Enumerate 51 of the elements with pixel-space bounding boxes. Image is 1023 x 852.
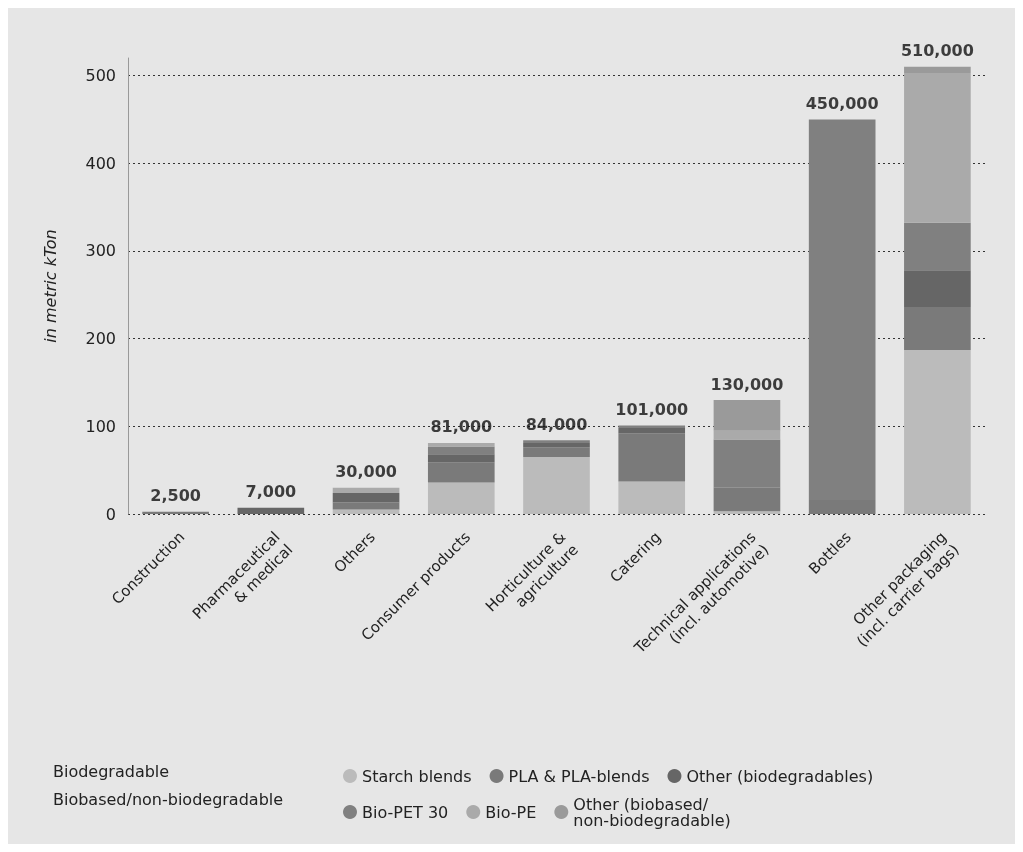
y-tick-label: 300: [85, 241, 116, 261]
total-label: 450,000: [805, 93, 879, 113]
total-label: 130,000: [710, 374, 784, 394]
bar: [523, 442, 590, 448]
bar: [332, 502, 400, 510]
y-axis-title: in metric kTon: [40, 229, 60, 343]
legend-label: PLA & PLA-blends: [508, 766, 650, 786]
legend-label: Other (biodegradables): [686, 766, 874, 786]
bar: [427, 462, 495, 483]
total-label: 510,000: [900, 41, 974, 61]
bar: [237, 507, 305, 514]
bar: [332, 487, 400, 493]
bar: [427, 482, 495, 514]
legend-label: Bio-PET 30: [362, 802, 449, 822]
bar: [904, 350, 971, 514]
total-label: 2,500: [150, 486, 201, 506]
bar: [618, 481, 686, 514]
bar: [332, 509, 400, 514]
bar: [332, 492, 400, 503]
total-label: 7,000: [245, 482, 297, 502]
bar: [618, 425, 686, 429]
bar: [713, 511, 781, 514]
legend-label: Starch blends: [362, 766, 472, 786]
legend-label: Bio-PE: [485, 802, 537, 822]
bar: [713, 400, 781, 431]
bar: [904, 72, 971, 223]
bar: [427, 446, 495, 455]
bar: [618, 428, 686, 434]
bar: [904, 66, 971, 73]
bar: [904, 222, 971, 271]
total-label: 84,000: [525, 414, 588, 434]
bar: [618, 433, 686, 482]
bar: [523, 440, 590, 443]
total-label: 101,000: [615, 399, 689, 419]
legend-label: Other (biobased/ non-biodegradable): [573, 794, 731, 830]
y-tick-label: 200: [85, 329, 116, 349]
text: Biodegradable: [53, 761, 170, 781]
total-label: 81,000: [430, 417, 493, 437]
y-tick-label: 0: [105, 504, 116, 524]
bar: [427, 454, 495, 463]
y-tick-label: 100: [85, 416, 116, 436]
bar: [904, 270, 971, 308]
y-tick-label: 500: [85, 66, 116, 86]
bar: [713, 430, 781, 440]
bar: [523, 447, 590, 457]
total-label: 30,000: [335, 462, 397, 482]
bar: [904, 307, 971, 351]
bar: [523, 457, 590, 514]
text: Biobased/non-biodegradable: [53, 789, 284, 809]
bar: [142, 511, 209, 514]
y-tick-label: 400: [85, 153, 116, 173]
